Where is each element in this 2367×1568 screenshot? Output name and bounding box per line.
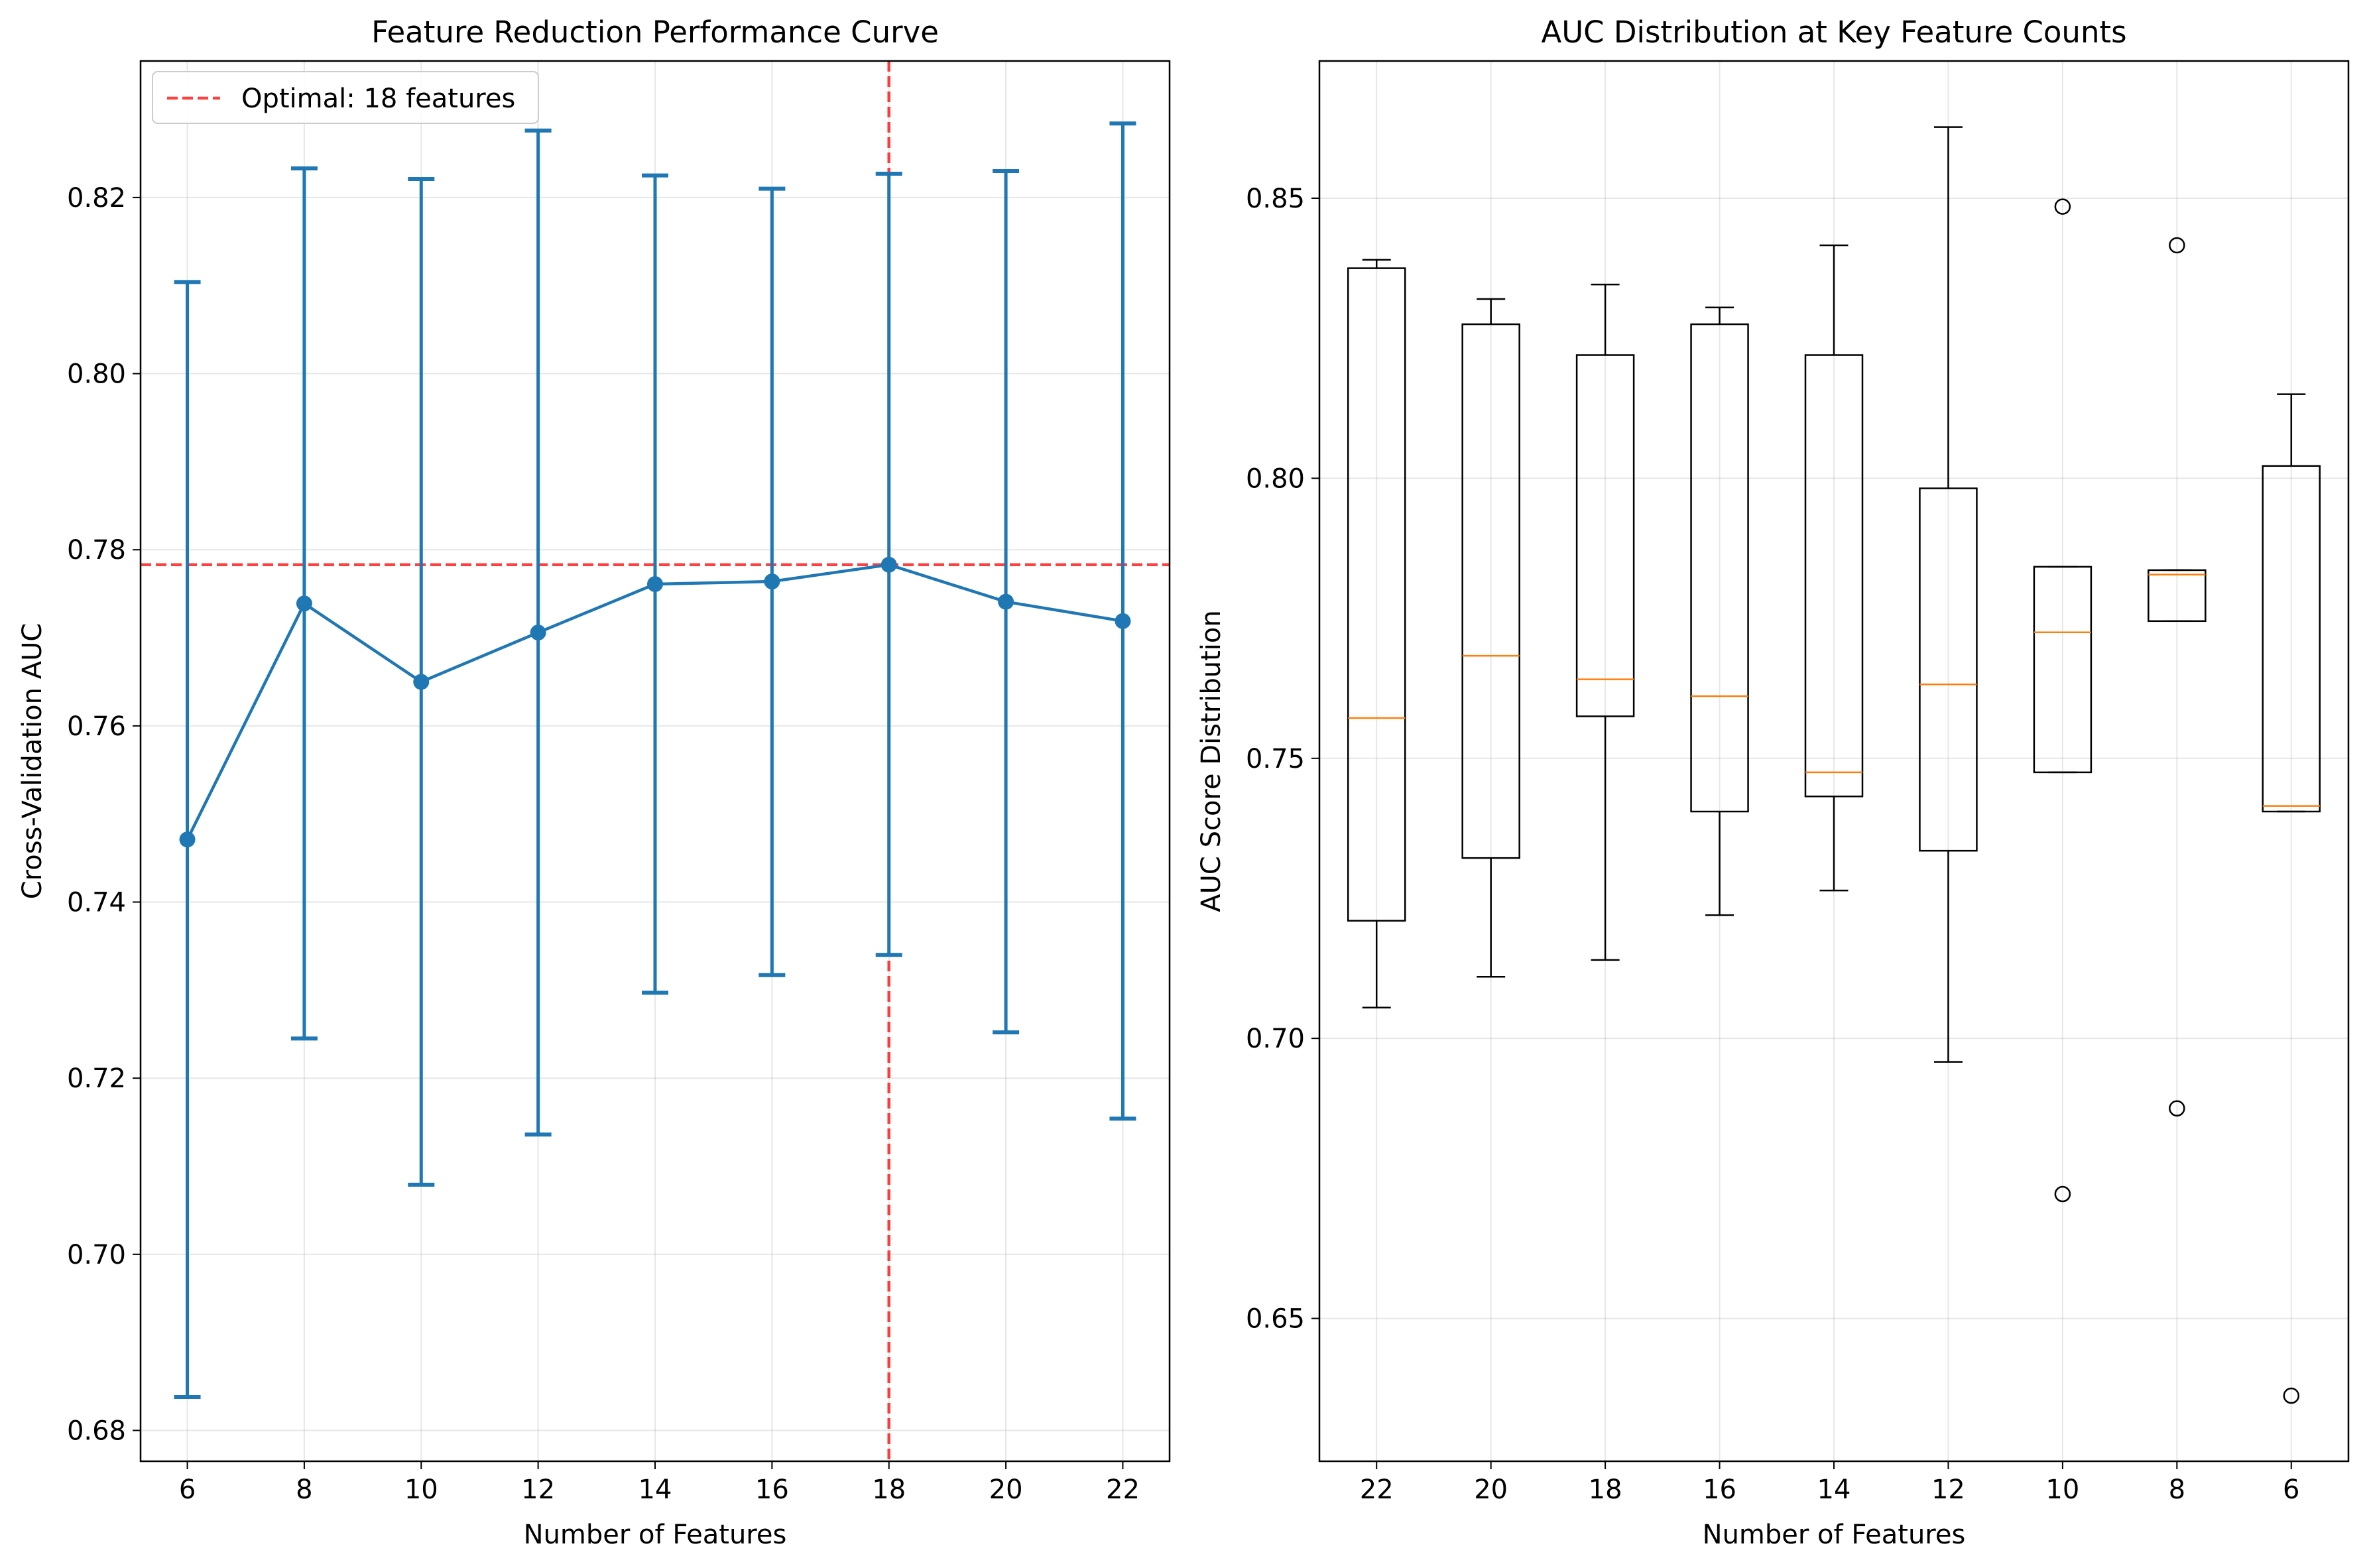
left-y-tick-label: 0.74	[67, 888, 126, 918]
left-x-tick-label: 14	[638, 1475, 672, 1505]
interquartile-box	[1347, 267, 1406, 922]
box-18-features	[1575, 283, 1635, 961]
right-chart-ticks: 22 20 18 16 14 12 10 8 6 0.65 0.70 0.75 0.80 0.85	[1246, 184, 2300, 1505]
box-16-features	[1690, 306, 1749, 916]
legend: Optimal: 18 features	[152, 71, 539, 124]
box-10-features	[2033, 198, 2093, 1203]
left-x-tick-label: 10	[404, 1475, 438, 1505]
right-x-tick-label: 16	[1703, 1475, 1736, 1505]
right-y-tick-label: 0.65	[1246, 1304, 1305, 1335]
legend-entry-optimal: Optimal: 18 features	[241, 84, 515, 114]
left-chart-title: Feature Reduction Performance Curve	[371, 15, 939, 50]
right-x-tick-label: 18	[1589, 1475, 1622, 1505]
right-x-tick-label: 10	[2045, 1475, 2079, 1505]
mean-auc-point	[413, 674, 430, 690]
mean-auc-point	[1115, 613, 1131, 629]
box-12-features	[1919, 126, 1978, 1063]
right-chart-x-axis-label: Number of Features	[1703, 1520, 1966, 1550]
left-y-tick-label: 0.76	[67, 711, 126, 742]
box-6-features	[2262, 393, 2321, 1404]
mean-auc-point	[647, 576, 663, 593]
box-8-features	[2148, 237, 2207, 1117]
left-x-tick-label: 16	[755, 1475, 789, 1505]
left-chart-series	[179, 556, 1131, 848]
interquartile-box	[1804, 354, 1864, 798]
left-y-tick-label: 0.78	[67, 535, 126, 566]
box-20-features	[1461, 298, 1520, 978]
mean-auc-point	[179, 831, 196, 848]
outlier-point	[2169, 237, 2185, 254]
interquartile-box	[2148, 569, 2207, 623]
mean-auc-point	[880, 556, 897, 573]
right-y-tick-label: 0.80	[1246, 463, 1305, 494]
right-chart-panel: 22 20 18 16 14 12 10 8 6 0.65 0.70 0.75 0.80 0.85 AUC…	[1196, 15, 2350, 1550]
left-y-tick-label: 0.80	[67, 359, 126, 390]
interquartile-box	[1690, 323, 1749, 813]
right-chart-title: AUC Distribution at Key Feature Counts	[1541, 15, 2126, 50]
interquartile-box	[1461, 323, 1520, 859]
right-x-tick-label: 22	[1360, 1475, 1394, 1505]
right-y-tick-label: 0.70	[1246, 1024, 1305, 1054]
right-y-tick-label: 0.75	[1246, 744, 1305, 774]
left-chart-panel: 6 8 10 12 14 16 18 20 22 0.68 0.70 0.72 0.74 0.76 0.78…	[17, 15, 1171, 1550]
left-x-tick-label: 12	[521, 1475, 555, 1505]
right-x-tick-label: 8	[2169, 1475, 2185, 1505]
interquartile-box	[2262, 465, 2321, 813]
mean-auc-point	[764, 573, 780, 590]
right-chart-boxes	[1347, 126, 2321, 1404]
mean-auc-point	[530, 625, 546, 641]
outlier-point	[2054, 1185, 2071, 1203]
interquartile-box	[2033, 566, 2093, 774]
outlier-point	[2054, 198, 2071, 215]
left-y-tick-label: 0.68	[67, 1416, 126, 1447]
right-chart-y-axis-label: AUC Score Distribution	[1196, 610, 1227, 912]
outlier-point	[2169, 1100, 2185, 1117]
interquartile-box	[1919, 487, 1978, 852]
left-y-tick-label: 0.72	[67, 1063, 126, 1094]
left-x-tick-label: 6	[179, 1475, 196, 1505]
interquartile-box	[1575, 354, 1635, 717]
left-x-tick-label: 8	[296, 1475, 312, 1505]
box-22-features	[1347, 259, 1406, 1008]
left-x-tick-label: 22	[1106, 1475, 1140, 1505]
right-y-tick-label: 0.85	[1246, 184, 1305, 214]
left-chart-x-axis-label: Number of Features	[524, 1520, 787, 1550]
mean-auc-point	[296, 595, 312, 612]
left-x-tick-label: 18	[872, 1475, 906, 1505]
legend-box	[152, 71, 539, 124]
mean-auc-point	[998, 593, 1014, 610]
left-x-tick-label: 20	[989, 1475, 1023, 1505]
left-chart-y-axis-label: Cross-Validation AUC	[17, 623, 48, 900]
left-y-tick-label: 0.70	[67, 1240, 126, 1270]
right-x-tick-label: 12	[1931, 1475, 1965, 1505]
right-x-tick-label: 6	[2283, 1475, 2299, 1505]
right-x-tick-label: 14	[1817, 1475, 1851, 1505]
right-x-tick-label: 20	[1474, 1475, 1508, 1505]
left-chart-ticks: 6 8 10 12 14 16 18 20 22 0.68 0.70 0.72 0.74 0.76 0.78…	[67, 183, 1140, 1505]
left-y-tick-label: 0.82	[67, 183, 126, 213]
outlier-point	[2283, 1387, 2300, 1404]
box-14-features	[1804, 244, 1864, 892]
